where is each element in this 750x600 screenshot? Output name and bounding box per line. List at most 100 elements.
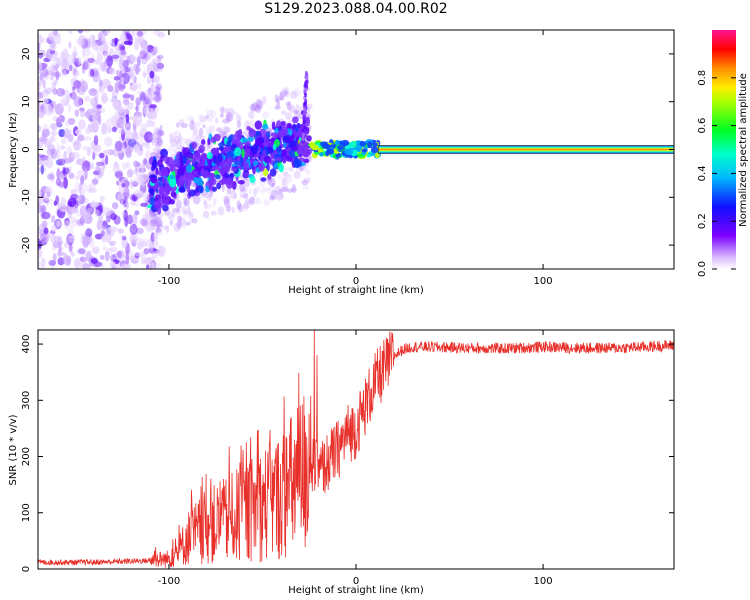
spectrogram-noise-blob (50, 131, 54, 141)
spectrogram-scint-blob (216, 182, 222, 190)
spectrogram-noise-blob (90, 42, 99, 50)
spectrogram-scint-blob (302, 149, 310, 158)
spectrogram-halo-blob (177, 215, 182, 223)
spectrogram-halo-blob (219, 128, 224, 139)
spectrogram-transition-blob (337, 145, 344, 151)
spectrogram-streak-blob (304, 98, 308, 104)
spectrogram-noise-blob (64, 60, 71, 71)
spectrogram-noise-blob (60, 51, 66, 62)
spectrogram-scint-blob (296, 123, 301, 128)
spectrogram-scint-blob (193, 177, 199, 184)
spectrogram-noise-blob (134, 210, 140, 216)
spectrogram-noise-blob (117, 249, 126, 261)
spectrogram-noise-blob (111, 202, 119, 210)
page-title: S129.2023.088.04.00.R02 (264, 1, 448, 17)
spectrogram-halo-blob (192, 195, 201, 205)
spectrogram-halo-blob (280, 110, 287, 116)
spectrogram-halo-blob (176, 195, 181, 206)
spectrogram-halo-blob (209, 190, 214, 198)
spectrogram-scint-blob (217, 153, 223, 162)
spectrogram-noise-blob (154, 262, 162, 269)
spectrogram-scint-blob (166, 156, 174, 167)
spectrogram-halo-blob (189, 212, 194, 218)
spectrogram-noise-blob (71, 151, 79, 159)
colorbar-tick-label: 0.4 (697, 165, 708, 181)
spectrogram-noise-blob (87, 57, 95, 63)
spectrogram-noise-blob (92, 151, 96, 161)
spectrogram-scint-blob (263, 155, 271, 164)
spectrogram-halo-blob (261, 111, 270, 119)
spectrogram-noise-blob (74, 257, 80, 269)
spectrogram-scint-blob (271, 121, 276, 131)
spectrogram-noise-blob (51, 129, 57, 137)
spectrogram-noise-blob (50, 174, 55, 180)
snr-y-tick-label: 300 (21, 391, 32, 410)
spectrogram-noise-blob (102, 245, 107, 251)
spectrogram-scint-blob (249, 151, 253, 161)
spectrogram-noise-blob (43, 87, 53, 94)
colorbar: 0.0 0.2 0.4 0.6 0.8 Normalized spectral ampl… (697, 30, 749, 277)
spectrogram-noise-blob (57, 257, 65, 266)
spectrogram-halo-blob (269, 195, 275, 201)
spectrogram-scint-blob (155, 167, 159, 176)
spectrogram-halo-blob (178, 119, 185, 125)
spectrogram-noise-blob (149, 63, 158, 72)
spectrogram-halo-blob (152, 130, 158, 137)
spectrogram-noise-blob (133, 115, 143, 126)
spectrogram-scint-blob (200, 152, 208, 161)
spectrogram-noise-blob (74, 96, 83, 107)
spectrogram-halo-blob (279, 90, 287, 97)
spectrogram-noise-blob (82, 263, 91, 269)
spectrogram-scint-blob (242, 137, 248, 143)
spectrogram-scint-blob (288, 149, 295, 157)
spectrogram-noise-blob (153, 230, 159, 241)
spectrogram-noise-blob (98, 81, 102, 93)
spectrogram-noise-blob (106, 55, 114, 68)
spectrogram-scint-blob (269, 168, 277, 177)
spectrogram-halo-blob (191, 117, 195, 124)
spectrogram-noise-blob (116, 117, 125, 129)
spectrogram-halo-blob (244, 198, 251, 205)
spectrogram-halo-blob (253, 187, 258, 197)
spectrogram-noise-blob (79, 215, 85, 226)
spectrogram-halo-blob (185, 209, 192, 218)
spectrogram-noise-blob (68, 30, 73, 35)
spectrogram-noise-blob (79, 256, 87, 262)
spectrogram-noise-blob (90, 97, 98, 107)
spectrogram-noise-blob (120, 76, 125, 85)
spectrogram-noise-blob (82, 204, 87, 212)
spectrogram-noise-blob (48, 260, 57, 266)
spectrogram-scint-blob (292, 123, 297, 130)
spectrogram-scint-blob (164, 178, 168, 188)
colorbar-tick-label: 0.0 (697, 261, 708, 277)
spectrogram-noise-blob (113, 76, 121, 81)
spectrogram-halo-blob (210, 210, 217, 216)
spectrogram-halo-blob (213, 198, 217, 205)
snr-y-tick-label: 100 (21, 503, 32, 522)
spectrogram-noise-blob (69, 93, 73, 98)
spectrogram-noise-blob (93, 261, 103, 268)
spectrogram-noise-blob (76, 248, 85, 255)
spectrogram-halo-blob (276, 191, 283, 202)
spectrogram-scint-blob (254, 120, 263, 130)
spectrogram-noise-blob (94, 113, 101, 122)
spectrogram-halo-blob (233, 194, 237, 200)
spectrogram-noise-blob (156, 62, 165, 70)
spectrogram-halo-blob (290, 105, 296, 114)
spectrogram-scint-blob (260, 154, 264, 164)
spectrogram-noise-blob (140, 142, 150, 147)
spectrogram-noise-blob (99, 195, 105, 203)
spectrogram-noise-blob (146, 264, 150, 269)
spectrogram-scint-blob (186, 153, 194, 159)
spectrogram-noise-blob (54, 63, 59, 70)
spectrogram-halo-blob (220, 106, 225, 114)
spectrogram-halo-blob (293, 109, 298, 116)
spectrogram-scint-blob (240, 156, 244, 165)
spectrogram-halo-blob (184, 198, 190, 207)
spectrogram-noise-blob (43, 197, 50, 204)
spectrogram-noise-blob (61, 137, 67, 145)
spectrogram-scint-blob (241, 148, 245, 158)
spectrogram-noise-blob (148, 111, 158, 120)
spectrogram-noise-blob (150, 232, 155, 243)
spectrogram-halo-blob (183, 197, 188, 207)
